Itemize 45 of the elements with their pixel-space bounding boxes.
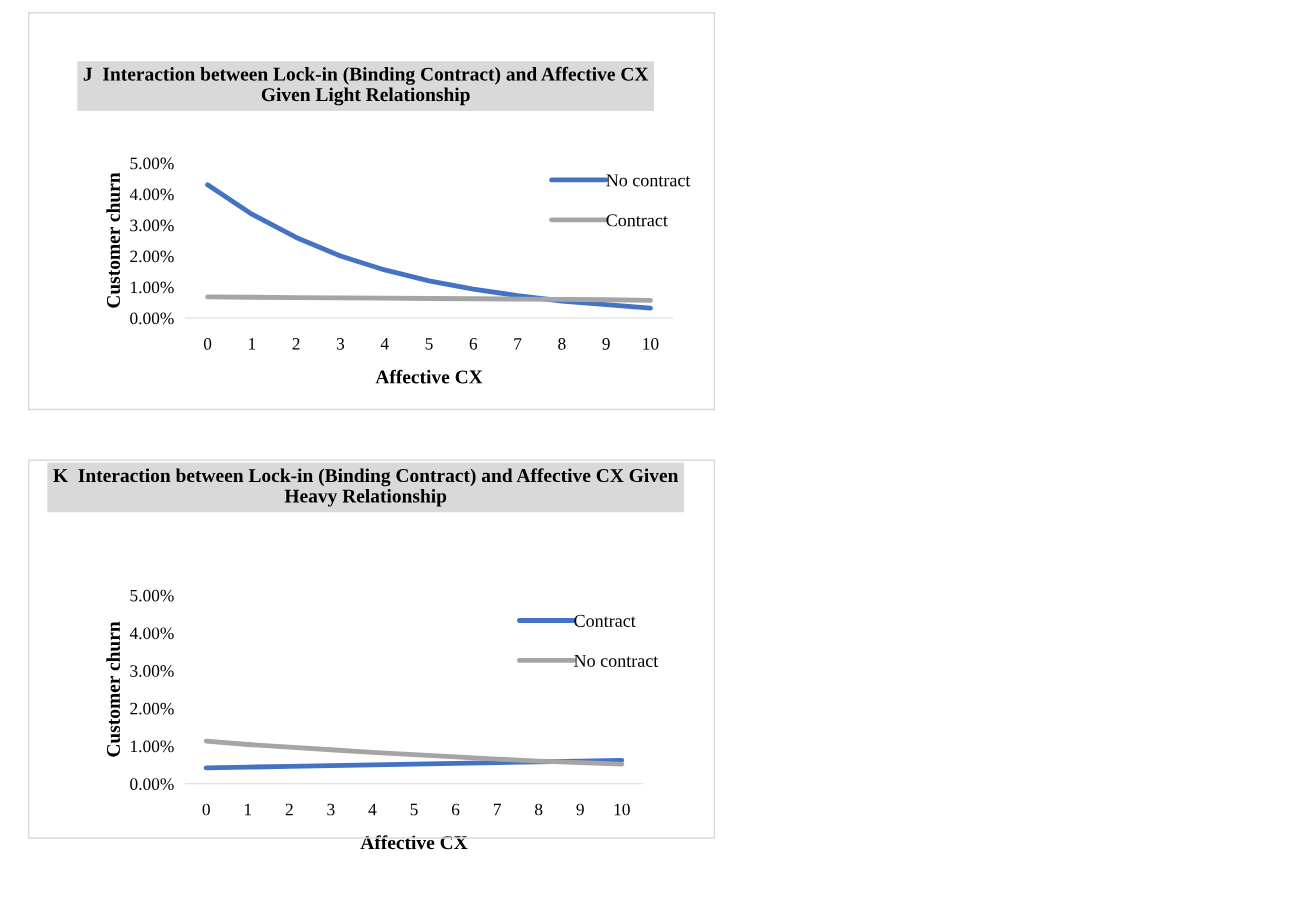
y-tick-label: 4.00% bbox=[129, 188, 174, 201]
x-tick-label: 7 bbox=[493, 803, 501, 816]
y-tick-label: 3.00% bbox=[130, 219, 174, 232]
x-tick-label: 5 bbox=[410, 803, 418, 816]
x-tick-label: 4 bbox=[380, 338, 389, 350]
y-tick-label: 0.00% bbox=[130, 312, 174, 325]
y-axis-title: Customer churn bbox=[106, 172, 121, 308]
x-axis-title: Affective CX bbox=[360, 835, 468, 850]
chart-title: K Interaction between Lock-in (Binding Contract) and Affective CX Given Heavy Relationship bbox=[53, 468, 679, 507]
x-tick-label: 6 bbox=[451, 803, 460, 816]
x-tick-label: 1 bbox=[244, 803, 252, 816]
x-tick-label: 9 bbox=[576, 803, 584, 816]
y-tick-label: 5.00% bbox=[130, 589, 174, 602]
y-tick-label: 2.00% bbox=[130, 702, 174, 715]
x-tick-label: 0 bbox=[203, 337, 212, 350]
legend-label: Contract bbox=[574, 614, 636, 627]
y-tick-label: 1.00% bbox=[131, 281, 174, 294]
y-tick-label: 1.00% bbox=[131, 740, 174, 753]
x-axis-title: Affective CX bbox=[375, 369, 483, 384]
y-tick-label: 3.00% bbox=[130, 665, 174, 677]
x-tick-label: 10 bbox=[614, 803, 630, 816]
y-tick-label: 5.00% bbox=[130, 157, 174, 170]
x-tick-label: 4 bbox=[368, 803, 377, 816]
x-tick-label: 3 bbox=[336, 338, 345, 350]
y-tick-label: 2.00% bbox=[130, 250, 174, 263]
x-tick-label: 2 bbox=[285, 803, 293, 816]
x-tick-label: 0 bbox=[202, 803, 210, 816]
x-tick-label: 6 bbox=[469, 338, 478, 350]
x-tick-label: 8 bbox=[534, 803, 543, 816]
legend-label: Contract bbox=[606, 214, 668, 227]
chart-title: J Interaction between Lock-in (Binding Contract) and Affective CX Given Light Relationship bbox=[83, 66, 649, 106]
x-tick-label: 7 bbox=[514, 338, 522, 350]
x-tick-label: 3 bbox=[327, 803, 335, 816]
legend-label: No contract bbox=[574, 654, 659, 667]
x-tick-label: 9 bbox=[602, 338, 610, 350]
line-series bbox=[203, 738, 625, 767]
y-tick-label: 0.00% bbox=[130, 778, 174, 790]
x-tick-label: 10 bbox=[643, 337, 659, 350]
y-axis-title: Customer churn bbox=[106, 621, 121, 757]
x-tick-label: 8 bbox=[558, 337, 566, 350]
x-tick-label: 1 bbox=[249, 338, 256, 350]
x-tick-label: 5 bbox=[425, 338, 433, 350]
legend-label: No contract bbox=[606, 174, 691, 187]
y-tick-label: 4.00% bbox=[129, 627, 174, 640]
x-tick-label: 2 bbox=[292, 338, 300, 350]
